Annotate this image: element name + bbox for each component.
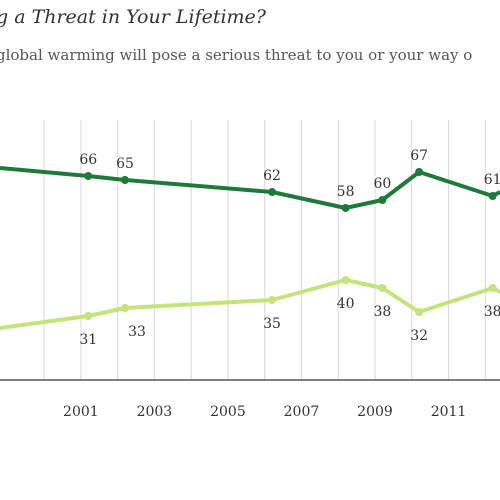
x-tick-label: 2011 bbox=[431, 404, 467, 420]
x-tick-label: 2001 bbox=[63, 404, 99, 420]
light-data-label: 40 bbox=[337, 296, 355, 312]
chart-subtitle: global warming will pose a serious threa… bbox=[0, 46, 473, 64]
dark-series-point bbox=[415, 168, 424, 176]
chart-title: g a Threat in Your Lifetime? bbox=[0, 6, 266, 28]
dark-series-point bbox=[121, 176, 129, 184]
light-series-point bbox=[268, 296, 277, 304]
gridlines bbox=[43, 120, 486, 380]
light-data-label: 31 bbox=[79, 332, 97, 348]
dark-series-point bbox=[488, 192, 497, 200]
light-series-point bbox=[378, 284, 387, 292]
light-series-point bbox=[488, 284, 497, 292]
x-tick-label: 2009 bbox=[357, 404, 393, 420]
series-layer bbox=[0, 166, 500, 330]
dark-series-point bbox=[378, 196, 387, 204]
dark-series-point bbox=[268, 188, 277, 196]
light-series-point bbox=[121, 304, 129, 312]
light-data-label: 38 bbox=[484, 304, 500, 320]
dark-data-label: 66 bbox=[79, 152, 97, 168]
dark-series-point bbox=[84, 172, 93, 180]
light-series-point bbox=[84, 312, 93, 320]
light-data-label: 32 bbox=[410, 328, 428, 344]
dark-data-label: 62 bbox=[263, 168, 281, 184]
dark-series-point bbox=[341, 204, 350, 212]
dark-series-line bbox=[0, 166, 500, 210]
dark-data-label: 65 bbox=[116, 156, 134, 172]
dark-data-label: 67 bbox=[410, 148, 428, 164]
light-data-label: 38 bbox=[373, 304, 391, 320]
x-axis: 2001 2003 2005 2007 2009 2011 bbox=[0, 379, 500, 420]
x-tick-label: 2005 bbox=[210, 404, 246, 420]
x-tick-label: 2007 bbox=[284, 404, 320, 420]
dark-data-label: 61 bbox=[484, 172, 500, 188]
light-series-line bbox=[0, 278, 500, 330]
light-data-label: 35 bbox=[263, 316, 281, 332]
light-data-label: 33 bbox=[128, 324, 146, 340]
light-series-point bbox=[415, 308, 424, 316]
dark-data-label: 58 bbox=[337, 184, 355, 200]
dark-data-label: 60 bbox=[373, 176, 391, 192]
data-labels: 66 65 62 58 60 67 61 31 33 35 40 38 32 38 bbox=[79, 148, 500, 348]
light-series-point bbox=[341, 276, 350, 284]
x-tick-label: 2003 bbox=[137, 404, 173, 420]
